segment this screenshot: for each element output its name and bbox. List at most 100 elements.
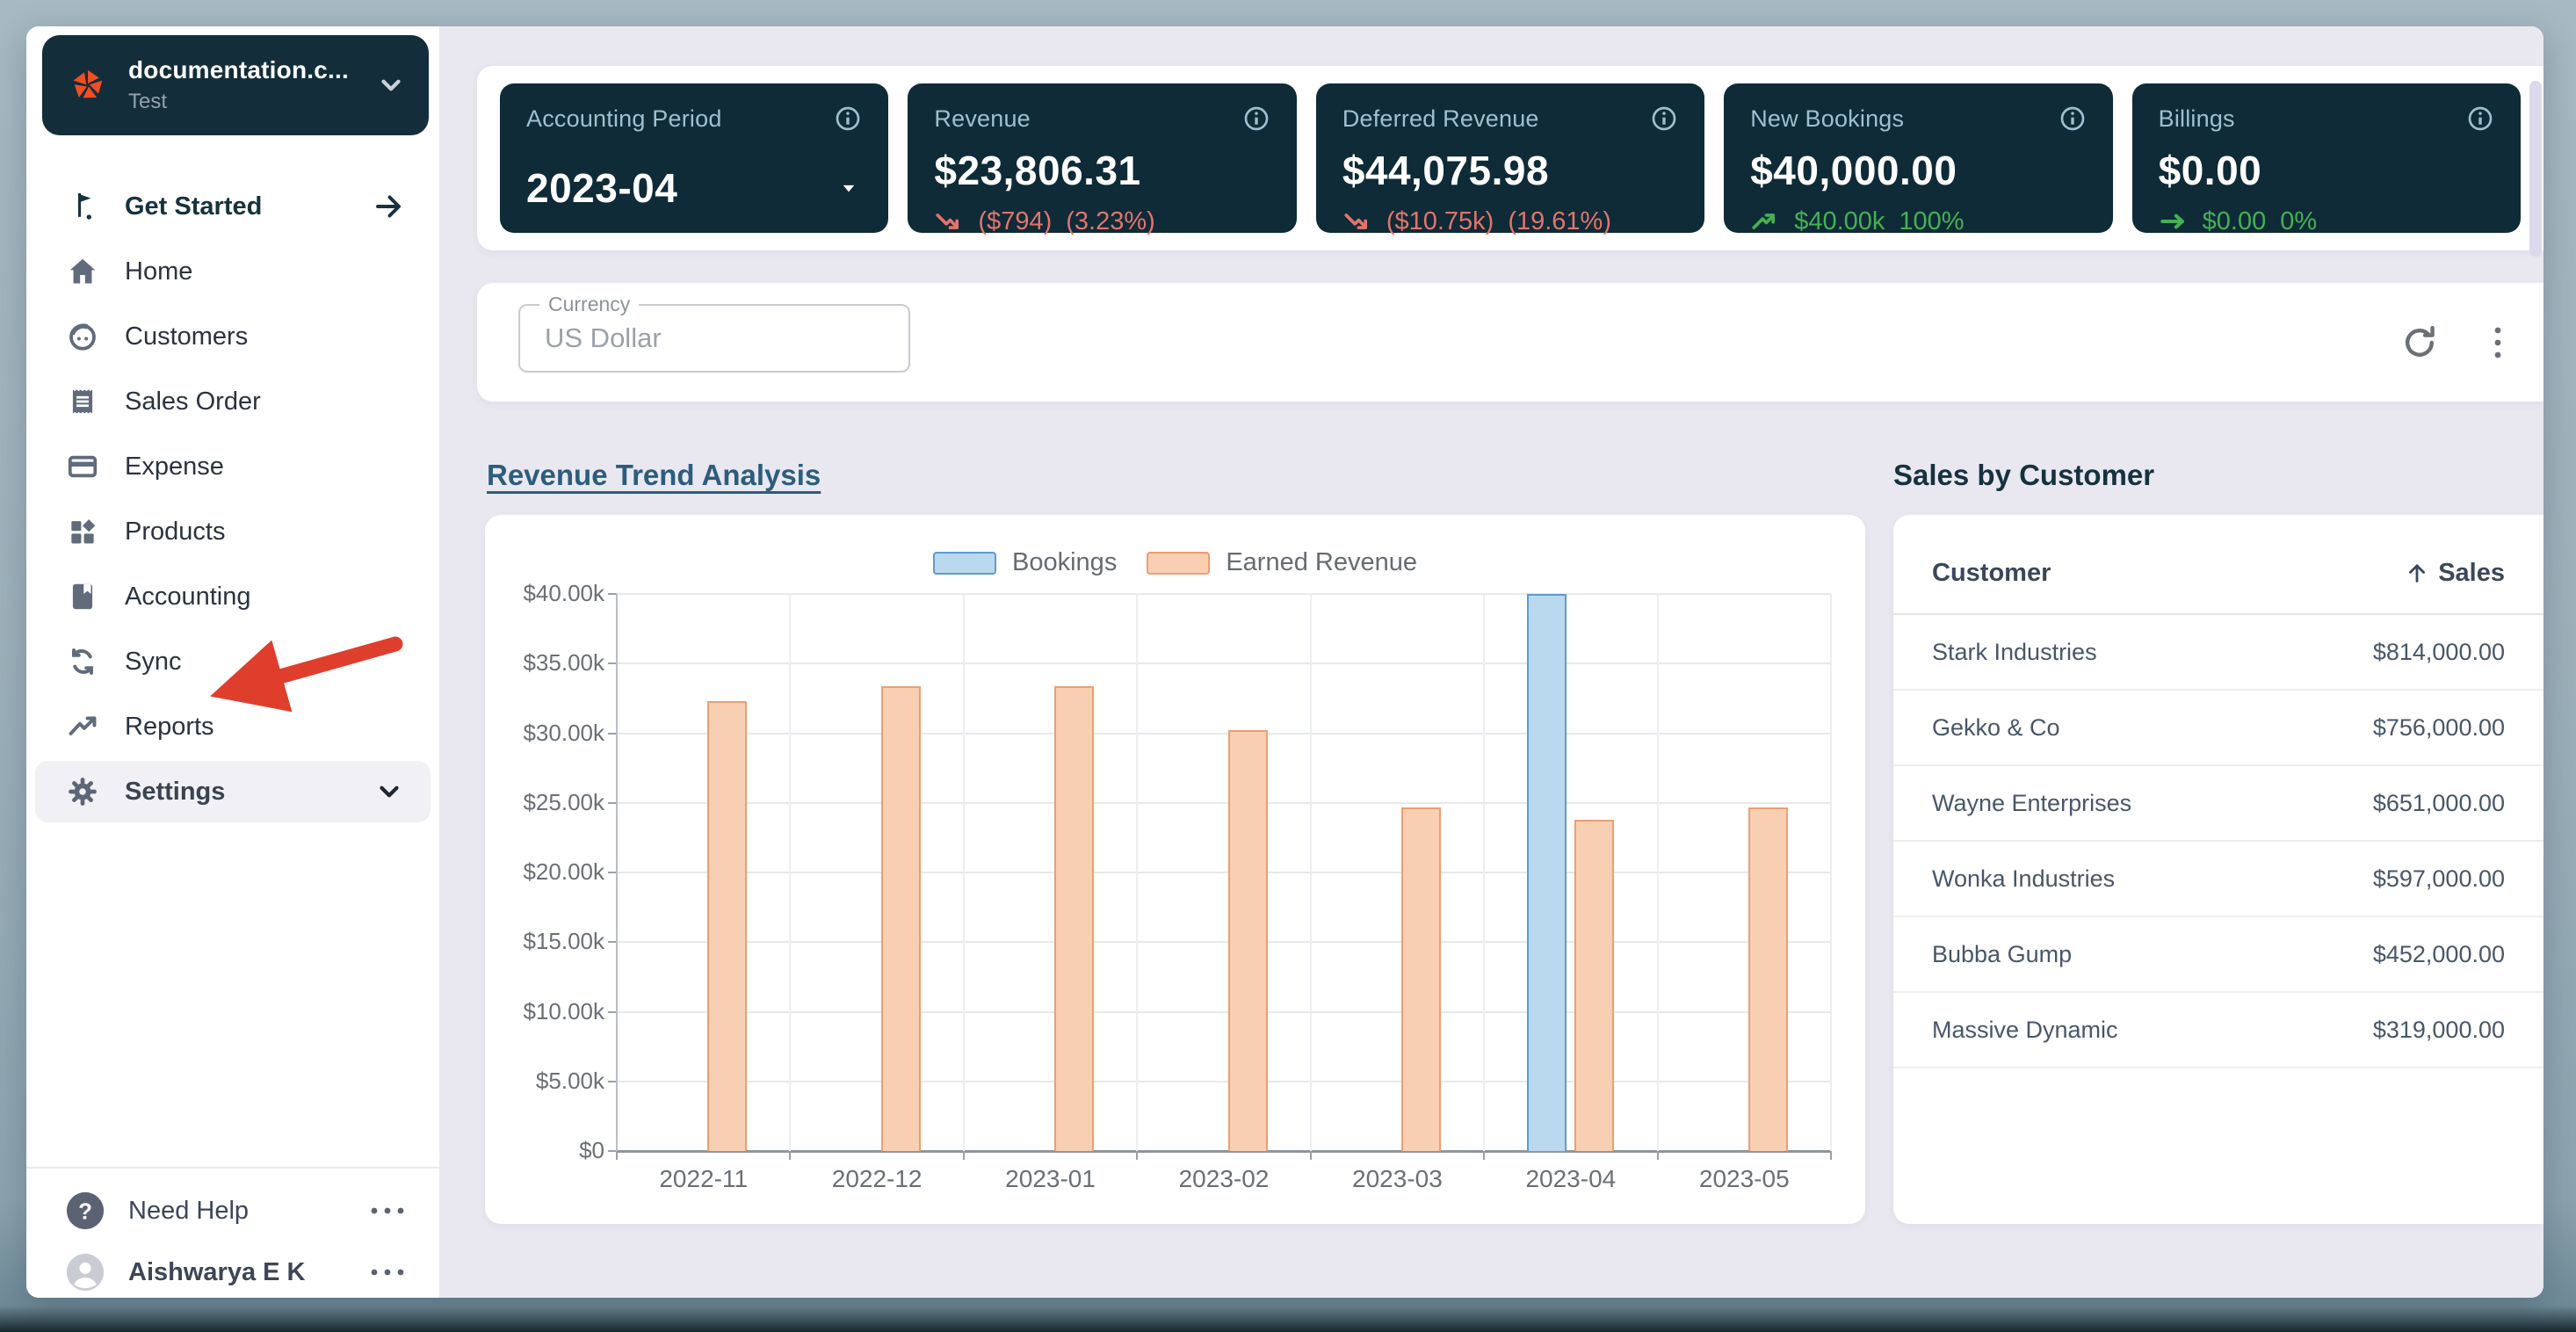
sidebar-item-label: Expense [125, 452, 224, 481]
sales-cell: $452,000.00 [2372, 940, 2505, 967]
sidebar-item-get-started[interactable]: Get Started [26, 174, 439, 239]
bar-earned-revenue-2022-12 [880, 685, 921, 1151]
refresh-button[interactable] [2399, 322, 2440, 363]
sidebar-item-sales-order[interactable]: Sales Order [26, 369, 439, 434]
chart-y-labels: $0 $5.00k $10.00k $15.00k $20.00k $25.00k $30.… [485, 580, 604, 1163]
kpi-value: $44,075.98 [1342, 148, 1550, 193]
y-axis-tick-label: $20.00k [523, 858, 604, 885]
gridline-v [1830, 594, 1832, 1160]
grid-icon [65, 514, 100, 549]
chevron-down-icon [381, 79, 401, 91]
sales-cell: $814,000.00 [2372, 638, 2505, 665]
x-axis-tick-label: 2023-04 [1525, 1165, 1617, 1192]
table-row[interactable]: Massive Dynamic $319,000.00 [1893, 993, 2543, 1068]
gridline-h [608, 732, 1831, 735]
customer-cell: Stark Industries [1932, 638, 2097, 665]
bar-earned-revenue-2023-05 [1747, 807, 1788, 1151]
sidebar-item-reports[interactable]: Reports [26, 694, 439, 759]
gridline-v [616, 594, 618, 1160]
gridline-h [608, 1080, 1831, 1082]
info-icon[interactable] [2466, 105, 2494, 133]
table-row[interactable]: Gekko & Co $756,000.00 [1893, 691, 2543, 766]
more-vertical-icon[interactable] [2489, 322, 2507, 363]
info-icon[interactable] [1650, 105, 1678, 133]
kpi-label: Billings [2158, 105, 2235, 132]
trend-up-icon [1752, 214, 1776, 229]
sidebar-item-expense[interactable]: Expense [26, 434, 439, 499]
sidebar-item-home[interactable]: Home [26, 239, 439, 304]
customer-cell: Wayne Enterprises [1932, 789, 2132, 816]
x-axis-tick-label: 2023-05 [1698, 1165, 1790, 1192]
kpi-delta-pct: 0% [2280, 206, 2318, 235]
sidebar-item-label: Customers [125, 322, 249, 351]
column-header-sales[interactable]: Sales [2405, 559, 2505, 588]
gridline-h [608, 1149, 1831, 1153]
table-row[interactable]: Wonka Industries $597,000.00 [1893, 842, 2543, 917]
avatar [66, 1253, 105, 1292]
legend-item-bookings[interactable]: Bookings [933, 548, 1117, 577]
sidebar: documentation.c... Test Get Started Home [26, 26, 439, 1298]
column-header-customer[interactable]: Customer [1932, 558, 2051, 587]
legend-label: Bookings [1012, 548, 1118, 576]
y-axis-tick-label: $25.00k [523, 788, 604, 815]
sidebar-item-sync[interactable]: Sync [26, 629, 439, 694]
gridline-v [1656, 594, 1659, 1160]
need-help-item[interactable]: ? Need Help [26, 1183, 439, 1239]
info-icon[interactable] [2059, 105, 2087, 133]
sidebar-nav: Get Started Home Customers [26, 174, 439, 822]
gridline-h [608, 662, 1831, 665]
sidebar-item-settings[interactable]: Settings [35, 761, 431, 822]
kpi-value: $40,000.00 [1750, 148, 1957, 193]
kpi-card-accounting-period: Accounting Period 2023-04 [500, 83, 889, 233]
currency-select-field[interactable]: Currency US Dollar [518, 293, 910, 373]
credit-card-icon [65, 449, 100, 484]
caret-down-icon[interactable] [836, 175, 862, 201]
sidebar-item-accounting[interactable]: Accounting [26, 564, 439, 629]
sidebar-item-products[interactable]: Products [26, 499, 439, 564]
home-icon [65, 254, 100, 289]
kpi-label: New Bookings [1750, 105, 1905, 132]
info-icon[interactable] [834, 105, 862, 133]
gridline-h [608, 941, 1831, 944]
receipt-icon [65, 384, 100, 419]
sidebar-item-label: Home [125, 257, 193, 286]
user-profile-item[interactable]: Aishwarya E K [26, 1244, 439, 1298]
customer-cell: Massive Dynamic [1932, 1016, 2118, 1043]
gridline-v [789, 594, 792, 1160]
currency-field-label: Currency [539, 293, 640, 316]
chart-title-link[interactable]: Revenue Trend Analysis [487, 459, 821, 491]
more-horizontal-icon[interactable] [367, 1263, 408, 1281]
sales-cell: $756,000.00 [2372, 713, 2505, 741]
table-row[interactable]: Bubba Gump $452,000.00 [1893, 917, 2543, 993]
sidebar-item-label: Reports [125, 712, 214, 741]
kpi-delta: $40.00k [1794, 206, 1885, 235]
gridline-v [1309, 594, 1312, 1160]
chart-plot [608, 593, 1832, 1160]
x-axis-tick-label: 2022-12 [831, 1165, 923, 1192]
gridline-v [1136, 594, 1139, 1160]
more-horizontal-icon[interactable] [367, 1202, 408, 1220]
sidebar-item-label: Sync [125, 647, 182, 676]
vertical-scrollbar-thumb[interactable] [2529, 81, 2542, 257]
kpi-delta-pct: (3.23%) [1066, 206, 1155, 235]
face-icon [65, 319, 100, 354]
app-window: documentation.c... Test Get Started Home [26, 26, 2543, 1298]
workspace-env: Test [128, 90, 168, 113]
sidebar-item-label: Accounting [125, 582, 251, 611]
svg-text:?: ? [78, 1200, 92, 1225]
table-row[interactable]: Wayne Enterprises $651,000.00 [1893, 766, 2543, 842]
table-row[interactable]: Stark Industries $814,000.00 [1893, 615, 2543, 691]
revenue-trend-chart-card: Bookings Earned Revenue $0 $5.00k $10.00k $… [485, 515, 1865, 1224]
kpi-label: Accounting Period [526, 105, 722, 132]
info-icon[interactable] [1242, 105, 1270, 133]
legend-item-earned-revenue[interactable]: Earned Revenue [1147, 548, 1417, 577]
workspace-selector[interactable]: documentation.c... Test [42, 35, 429, 135]
brand-pinwheel-icon [73, 69, 103, 98]
sidebar-item-customers[interactable]: Customers [26, 304, 439, 369]
sales-table-title: Sales by Customer [1893, 459, 2155, 491]
kpi-label: Deferred Revenue [1342, 105, 1539, 132]
y-axis-tick-label: $5.00k [535, 1067, 604, 1094]
sync-icon [65, 644, 100, 679]
sales-cell: $597,000.00 [2372, 865, 2505, 892]
y-axis-tick-label: $10.00k [523, 997, 604, 1024]
